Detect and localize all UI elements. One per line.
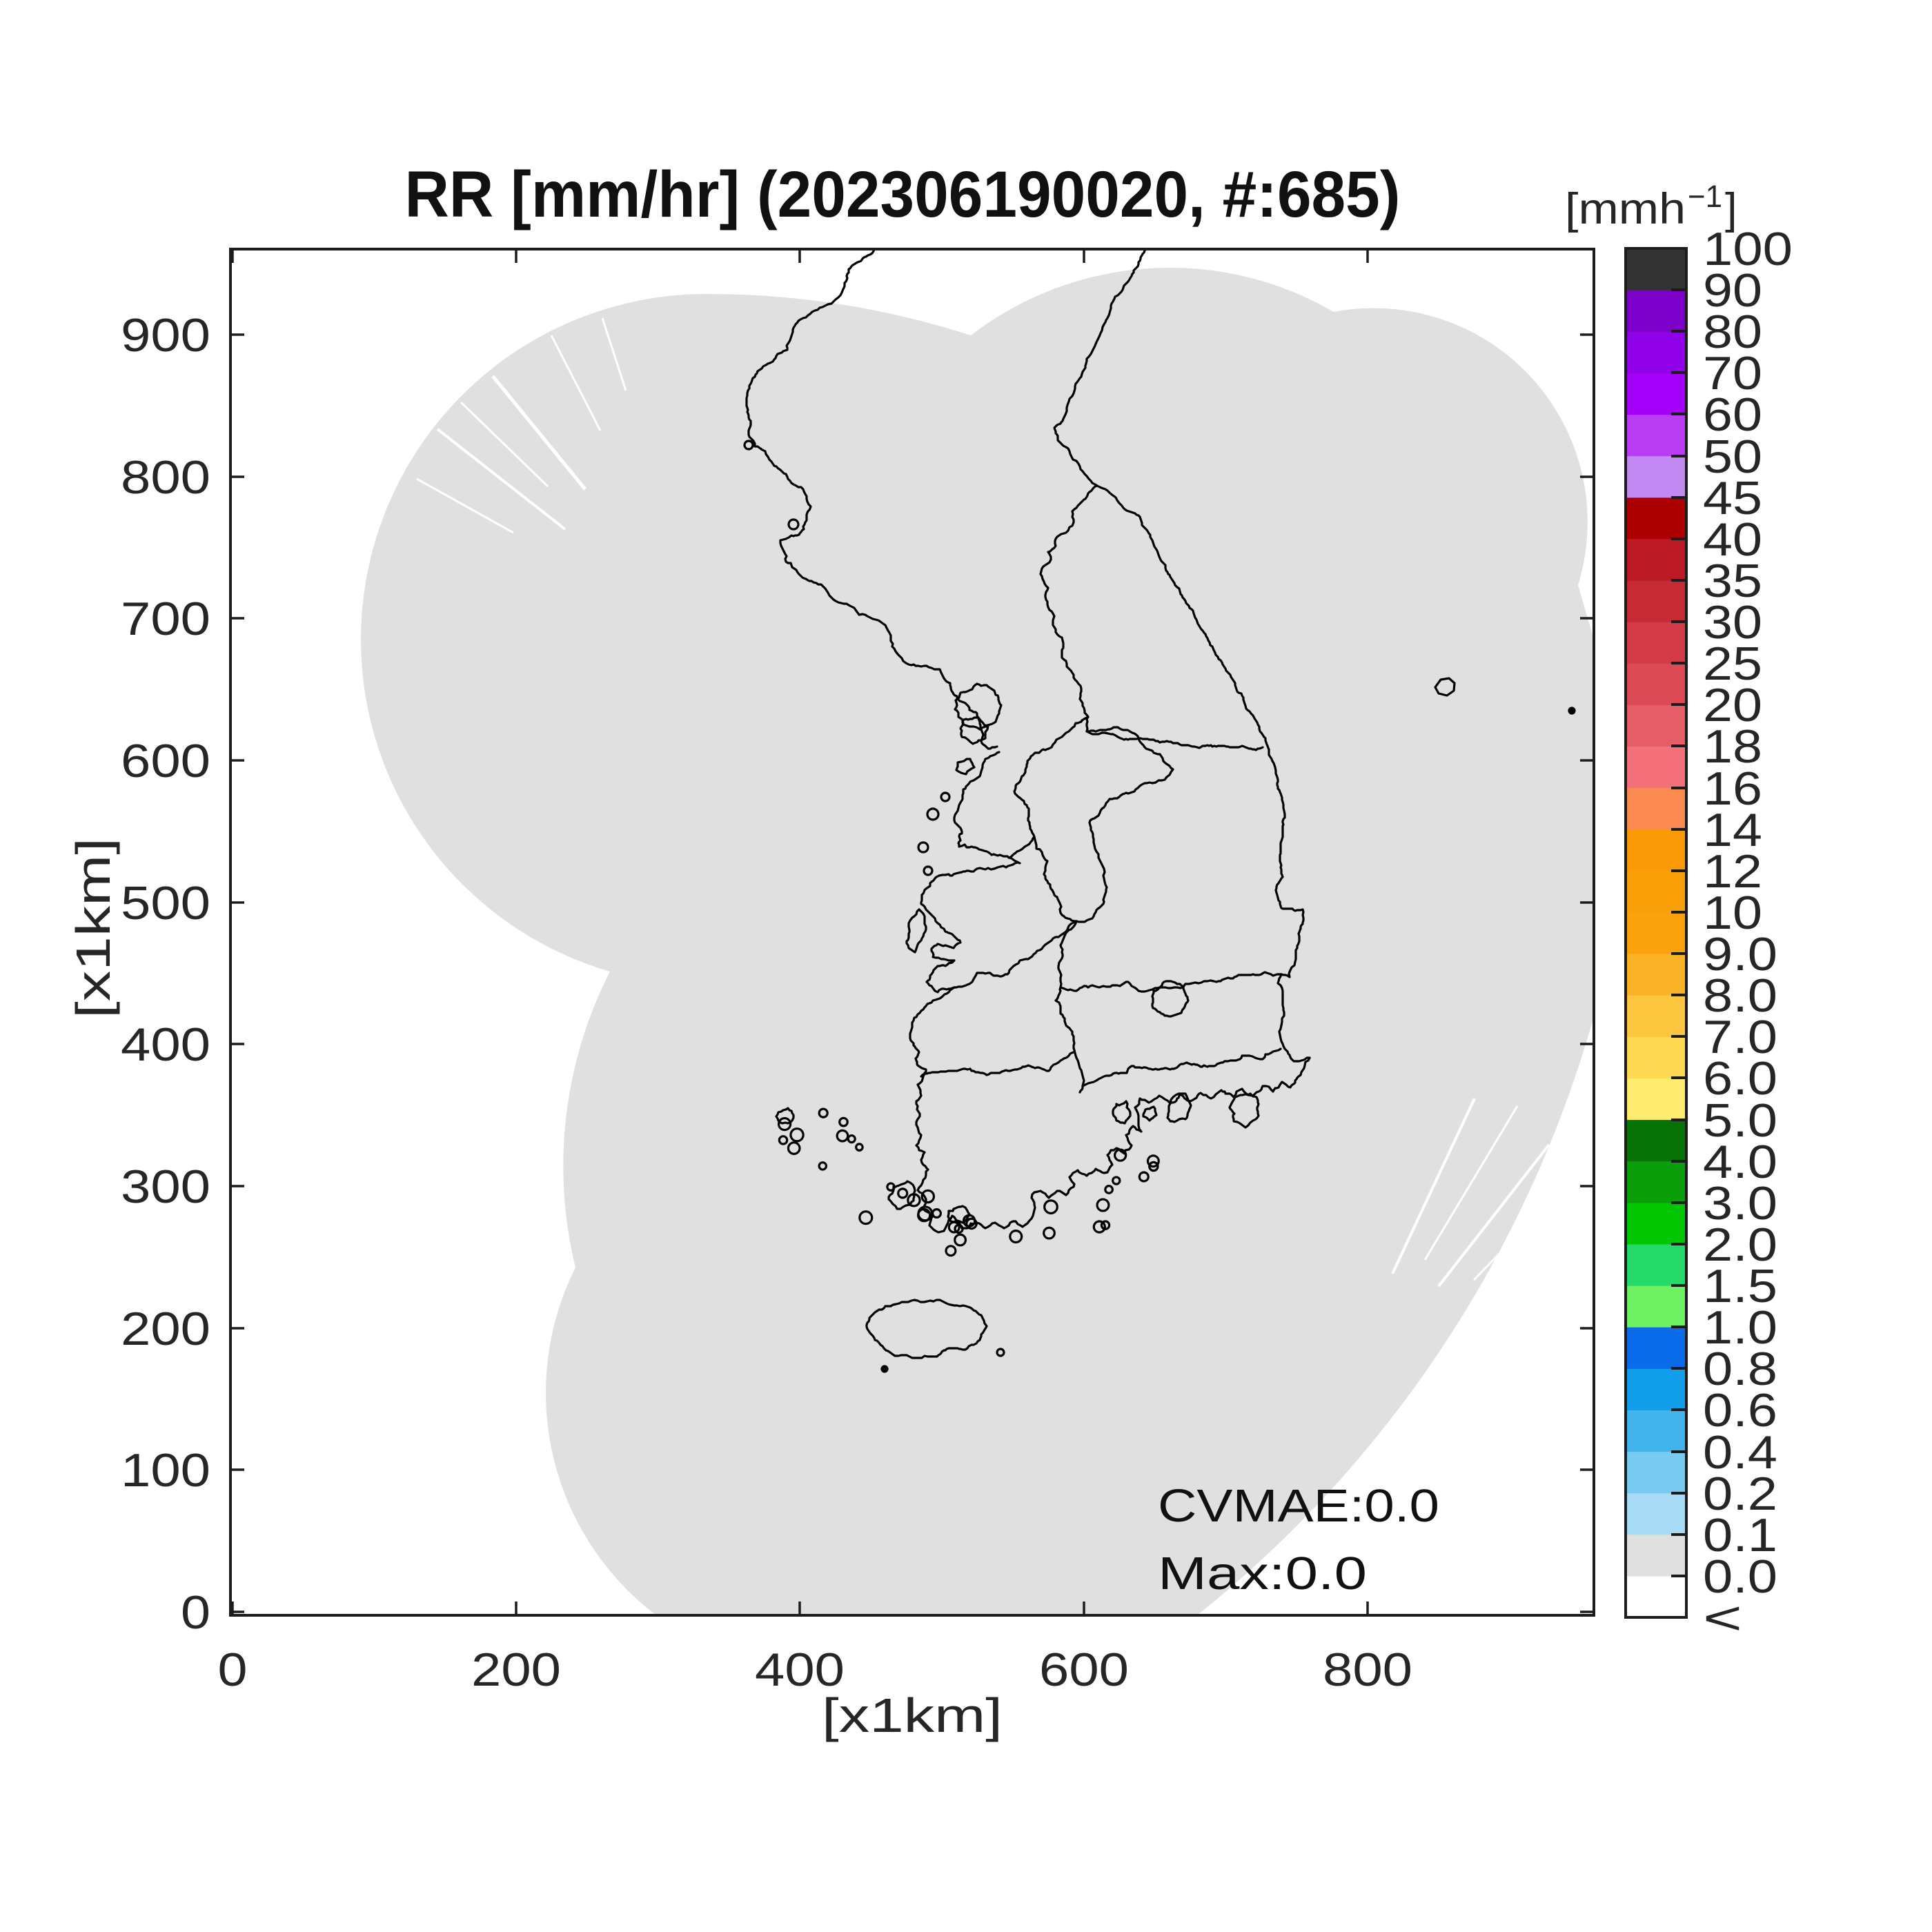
svg-text:1.5: 1.5: [1703, 1260, 1777, 1312]
svg-text:70: 70: [1703, 347, 1762, 400]
svg-text:200: 200: [121, 1303, 210, 1355]
svg-text:200: 200: [471, 1644, 561, 1696]
svg-text:0: 0: [218, 1644, 248, 1696]
svg-text:]: ]: [1725, 185, 1737, 233]
svg-text:18: 18: [1703, 720, 1762, 773]
svg-text:7.0: 7.0: [1703, 1011, 1777, 1063]
svg-text:6.0: 6.0: [1703, 1052, 1777, 1105]
svg-text:0.8: 0.8: [1703, 1343, 1777, 1395]
svg-text:[x1km]: [x1km]: [66, 838, 120, 1018]
svg-text:50: 50: [1703, 431, 1762, 483]
svg-text:Max:0.0: Max:0.0: [1158, 1548, 1367, 1599]
svg-text:10: 10: [1703, 887, 1762, 939]
svg-text:8.0: 8.0: [1703, 969, 1777, 1022]
svg-text:90: 90: [1703, 264, 1762, 317]
svg-text:5.0: 5.0: [1703, 1094, 1777, 1147]
svg-text:4.0: 4.0: [1703, 1136, 1777, 1188]
svg-text:800: 800: [1323, 1644, 1412, 1696]
svg-text:14: 14: [1703, 804, 1762, 856]
svg-text:700: 700: [121, 593, 210, 645]
svg-text:30: 30: [1703, 596, 1762, 649]
svg-text:2.0: 2.0: [1703, 1219, 1777, 1271]
svg-text:−1: −1: [1688, 179, 1722, 214]
svg-text:CVMAE:0.0: CVMAE:0.0: [1158, 1480, 1439, 1532]
svg-text:0.4: 0.4: [1703, 1426, 1777, 1479]
svg-text:35: 35: [1703, 555, 1762, 607]
svg-text:12: 12: [1703, 845, 1762, 898]
svg-text:80: 80: [1703, 306, 1762, 358]
svg-text:20: 20: [1703, 679, 1762, 731]
svg-text:600: 600: [1039, 1644, 1129, 1696]
svg-text:40: 40: [1703, 513, 1762, 566]
svg-text:0: 0: [181, 1586, 210, 1639]
svg-text:RR [mm/hr] (202306190020, #:68: RR [mm/hr] (202306190020, #:685): [405, 158, 1401, 231]
svg-text:[mmh: [mmh: [1565, 185, 1686, 233]
svg-text:9.0: 9.0: [1703, 928, 1777, 980]
svg-text:<: <: [1703, 1592, 1742, 1644]
svg-text:45: 45: [1703, 472, 1762, 524]
svg-text:0.1: 0.1: [1703, 1509, 1777, 1561]
svg-text:500: 500: [121, 877, 210, 929]
svg-text:400: 400: [755, 1644, 845, 1696]
svg-text:16: 16: [1703, 762, 1762, 815]
svg-text:0.2: 0.2: [1703, 1468, 1777, 1520]
svg-text:300: 300: [121, 1161, 210, 1213]
svg-text:60: 60: [1703, 388, 1762, 441]
svg-text:3.0: 3.0: [1703, 1177, 1777, 1230]
svg-text:100: 100: [121, 1444, 210, 1497]
svg-text:1.0: 1.0: [1703, 1301, 1777, 1354]
svg-text:100: 100: [1703, 223, 1793, 275]
svg-text:900: 900: [121, 309, 210, 362]
svg-text:0.0: 0.0: [1703, 1550, 1777, 1603]
svg-text:800: 800: [121, 451, 210, 504]
svg-text:400: 400: [121, 1018, 210, 1071]
svg-text:25: 25: [1703, 638, 1762, 690]
svg-text:0.6: 0.6: [1703, 1384, 1777, 1437]
svg-text:600: 600: [121, 735, 210, 787]
svg-text:[x1km]: [x1km]: [822, 1688, 1003, 1742]
